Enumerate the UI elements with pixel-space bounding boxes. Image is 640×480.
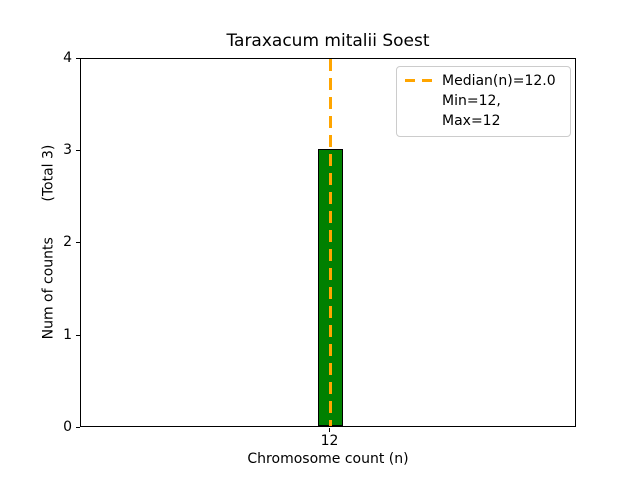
y-tick-0 <box>76 427 80 429</box>
empty-legend-swatch <box>405 109 432 112</box>
y-tick-label-2: 2 <box>63 234 72 251</box>
y-tick-label-0: 0 <box>63 419 72 436</box>
x-tick-12 <box>329 427 330 432</box>
median-dashed-line <box>329 58 332 427</box>
x-axis-label: Chromosome count (n) <box>247 451 409 467</box>
y-tick-3 <box>76 149 80 151</box>
y-tick-label-3: 3 <box>63 142 72 158</box>
legend-row-median: Median(n)=12.0 <box>405 71 562 91</box>
plot-area: Median(n)=12.0 Min=12, Max=12 <box>80 57 576 428</box>
legend-row-minmax: Min=12, Max=12 <box>405 91 562 131</box>
median-dashed-line-swatch <box>405 79 432 82</box>
y-tick-1 <box>76 334 80 336</box>
x-tick-label-12: 12 <box>320 433 339 449</box>
y-tick-label-1: 1 <box>63 326 72 343</box>
legend-box: Median(n)=12.0 Min=12, Max=12 <box>396 65 571 137</box>
legend-label-minmax: Min=12, Max=12 <box>442 92 501 129</box>
legend-label-median: Median(n)=12.0 <box>442 72 556 89</box>
y-tick-4 <box>76 57 80 59</box>
y-tick-label-4: 4 <box>63 49 72 66</box>
chart-title: Taraxacum mitalii Soest <box>226 31 430 51</box>
y-tick-2 <box>76 242 80 244</box>
